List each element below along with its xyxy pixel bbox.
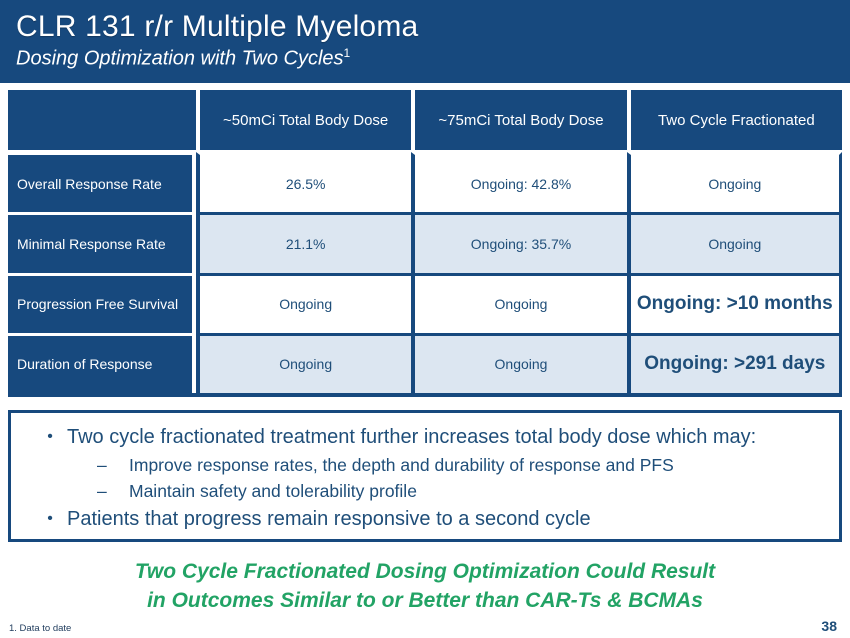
table-header-cell-two-cycle: Two Cycle Fractionated (626, 90, 842, 152)
bullet-text: Two cycle fractionated treatment further… (67, 426, 757, 448)
table-cell-emphasized: Ongoing: >291 days (626, 332, 842, 393)
bullet-item: • Two cycle fractionated treatment furth… (33, 423, 819, 452)
bullet-text: Patients that progress remain responsive… (67, 507, 591, 530)
table-row-label: Minimal Response Rate (8, 212, 196, 273)
bullet-item: – Improve response rates, the depth and … (33, 452, 819, 478)
results-table: ~50mCi Total Body Dose ~75mCi Total Body… (8, 90, 842, 397)
table-row-label: Duration of Response (8, 332, 196, 393)
takeaway-line-2: in Outcomes Similar to or Better than CA… (147, 588, 703, 612)
table-cell: Ongoing (626, 212, 842, 273)
callout-box: • Two cycle fractionated treatment furth… (8, 410, 842, 542)
bullet-marker: • (47, 509, 53, 527)
footnote: 1. Data to date (9, 623, 72, 634)
table-header-cell-50mci: ~50mCi Total Body Dose (196, 90, 412, 152)
bullet-marker: • (47, 428, 53, 445)
subtitle-footnote-marker: 1 (343, 45, 351, 60)
table-cell: Ongoing (411, 332, 627, 393)
bullet-marker: – (97, 481, 107, 502)
table-header-cell-75mci: ~75mCi Total Body Dose (411, 90, 627, 152)
slide-subtitle-text: Dosing Optimization with Two Cycles (16, 47, 344, 70)
bullet-text: Improve response rates, the depth and du… (129, 455, 674, 475)
slide-subtitle: Dosing Optimization with Two Cycles1 (16, 46, 850, 71)
table-cell: Ongoing (196, 332, 412, 393)
table-cell: Ongoing (626, 152, 842, 213)
table-cell-emphasized: Ongoing: >10 months (626, 272, 842, 333)
table-cell: Ongoing: 42.8% (411, 152, 627, 213)
slide-title: CLR 131 r/r Multiple Myeloma (16, 10, 419, 43)
table-cell: Ongoing: 35.7% (411, 212, 627, 273)
table-cell: Ongoing (196, 272, 412, 333)
takeaway-text: Two Cycle Fractionated Dosing Optimizati… (0, 558, 850, 616)
table-cell: Ongoing (411, 272, 627, 333)
bullet-text: Maintain safety and tolerability profile (129, 481, 417, 502)
table-row-label: Progression Free Survival (8, 272, 196, 333)
takeaway-line-1: Two Cycle Fractionated Dosing Optimizati… (134, 560, 716, 583)
table-header-cell-blank (8, 90, 196, 152)
page-number: 38 (821, 618, 837, 634)
table-row-label: Overall Response Rate (8, 152, 196, 213)
bullet-item: – Maintain safety and tolerability profi… (33, 478, 819, 504)
table-cell: 21.1% (196, 212, 412, 273)
bullet-marker: – (97, 455, 107, 475)
slide-header: CLR 131 r/r Multiple Myeloma Dosing Opti… (0, 0, 850, 83)
bullet-item: • Patients that progress remain responsi… (33, 505, 819, 534)
table-cell: 26.5% (196, 152, 412, 213)
